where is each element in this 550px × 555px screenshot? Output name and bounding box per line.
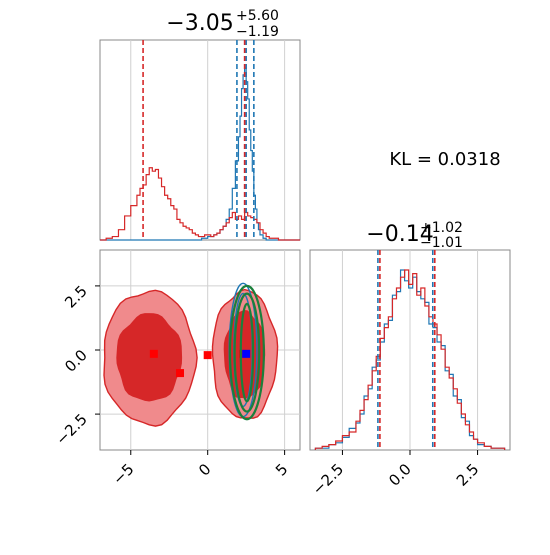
- contour-green: [233, 292, 261, 413]
- y-tick-label: 0.0: [61, 346, 91, 376]
- quantile-lines: [142, 40, 255, 240]
- joint-contour-panel: −5 0 5 −2.5 0.0 2.5: [52, 249, 301, 488]
- histogram-series: [100, 67, 300, 241]
- title-parameter-1-lower: −1.19: [236, 24, 279, 40]
- title-parameter-1: −3.05: [166, 11, 233, 36]
- title-parameter-2-lower: −1.01: [420, 235, 463, 251]
- marginal-histogram-parameter-1: [99, 39, 301, 241]
- contour-green: [239, 302, 255, 403]
- x-tick-label: 5: [272, 460, 291, 479]
- histogram-red: [100, 167, 300, 241]
- x-tick-label: 0: [195, 460, 214, 479]
- contour-inner-red: [116, 313, 183, 402]
- x-tick-label: 2.5: [453, 460, 483, 490]
- quantile-lines: [377, 250, 436, 450]
- title-parameter-2: −0.14: [366, 222, 433, 247]
- title-parameter-1-upper: +5.60: [236, 8, 279, 24]
- axis-ticks: −2.5 0.0 2.5: [309, 450, 483, 499]
- peak-marker-red: [176, 369, 184, 378]
- contour-green: [228, 284, 265, 421]
- y-tick-label: −2.5: [52, 410, 90, 448]
- histogram-series: [314, 269, 506, 450]
- peak-marker-red: [203, 351, 212, 360]
- peak-marker-blue: [242, 349, 251, 358]
- histogram-red: [314, 269, 506, 450]
- x-tick-label: −5: [109, 460, 137, 488]
- title-parameter-2-upper: +1.02: [420, 220, 463, 236]
- grid-lines: [341, 250, 479, 450]
- x-tick-label: −2.5: [309, 460, 347, 498]
- marginal-histogram-parameter-2: −2.5 0.0 2.5: [309, 249, 511, 499]
- peak-marker-red: [149, 349, 158, 358]
- kl-label: KL = 0.0318: [389, 149, 500, 170]
- x-tick-label: 0.0: [385, 460, 415, 490]
- contour-layers: [103, 282, 279, 427]
- panel-frame: [99, 39, 301, 241]
- y-tick-label: 2.5: [61, 282, 91, 312]
